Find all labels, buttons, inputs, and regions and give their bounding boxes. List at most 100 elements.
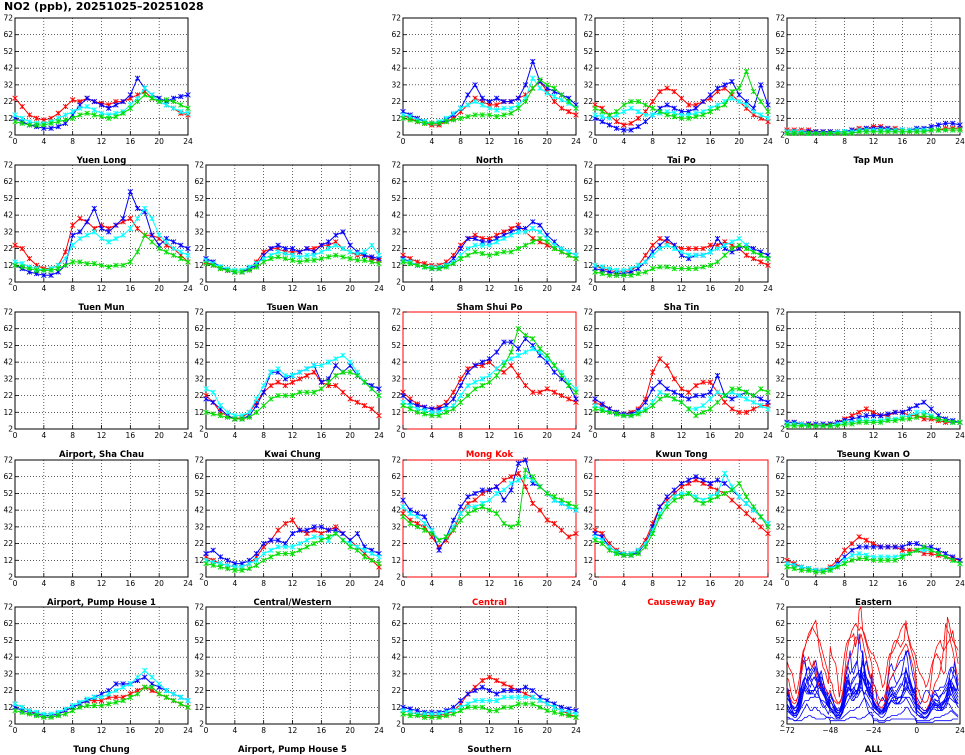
data-point	[436, 714, 442, 721]
x-tick-label: 16	[514, 579, 524, 588]
data-point	[376, 554, 382, 560]
data-point	[163, 97, 170, 103]
y-tick-label: 72	[194, 456, 204, 465]
data-point	[729, 396, 735, 402]
data-point	[693, 473, 699, 480]
y-tick-label: 42	[3, 358, 13, 367]
data-point	[414, 712, 421, 719]
data-point	[820, 422, 826, 429]
x-tick-label: 24	[571, 431, 581, 440]
station-chart: 0 4 8 12 16 20 24 2 12 22 32 42 52 62 72	[583, 14, 773, 147]
y-tick-label: 72	[391, 603, 401, 612]
data-point	[736, 235, 742, 242]
y-tick-label: 62	[583, 30, 593, 39]
data-point	[707, 242, 714, 248]
x-tick-label: 16	[514, 431, 524, 440]
y-tick-label: 2	[8, 278, 13, 287]
data-point	[19, 245, 25, 252]
data-point	[530, 239, 536, 245]
data-point	[354, 250, 361, 257]
x-tick-label: 0	[401, 137, 406, 146]
data-point	[863, 419, 870, 426]
data-point	[508, 98, 514, 105]
data-point	[421, 714, 428, 721]
data-point	[113, 102, 119, 108]
data-point	[62, 262, 69, 269]
data-point	[98, 225, 105, 232]
data-point	[340, 229, 346, 235]
data-point	[942, 554, 949, 560]
x-tick-label: 20	[154, 284, 164, 293]
data-point	[805, 130, 812, 137]
y-tick-label: 62	[391, 472, 401, 481]
x-tick-label: 8	[650, 579, 655, 588]
data-point	[354, 530, 361, 537]
data-point	[311, 252, 317, 258]
data-point	[421, 527, 428, 533]
data-point	[210, 262, 216, 269]
data-point	[275, 254, 281, 260]
data-point	[664, 264, 670, 270]
data-point	[217, 554, 224, 560]
data-point	[296, 389, 303, 395]
data-point	[91, 694, 98, 700]
data-point	[849, 547, 855, 553]
data-point	[134, 205, 141, 212]
data-point	[863, 412, 870, 419]
data-point	[700, 500, 706, 507]
data-point	[784, 130, 790, 137]
y-tick-label: 32	[3, 227, 13, 236]
data-point	[69, 97, 76, 103]
x-tick-label: 20	[154, 431, 164, 440]
data-point	[170, 98, 177, 105]
data-point	[899, 128, 906, 135]
series-day4	[592, 386, 771, 419]
data-point	[376, 560, 382, 567]
data-point	[921, 128, 927, 135]
station-title: Southern	[467, 745, 512, 755]
data-point	[592, 537, 598, 543]
data-point	[613, 108, 620, 115]
data-point	[260, 557, 267, 564]
data-point	[537, 697, 543, 704]
y-tick-label: 32	[391, 227, 401, 236]
data-point	[765, 406, 771, 412]
data-point	[649, 242, 656, 248]
data-point	[232, 567, 238, 574]
data-point	[530, 473, 536, 480]
data-point	[472, 379, 478, 385]
data-point	[275, 537, 281, 543]
data-point	[105, 264, 112, 270]
series-day4	[592, 242, 771, 279]
y-tick-label: 52	[583, 194, 593, 203]
data-point	[253, 557, 260, 564]
data-point	[479, 359, 486, 365]
x-tick-label: 4	[621, 284, 626, 293]
data-point	[928, 414, 934, 421]
data-point	[311, 540, 317, 547]
data-point	[515, 325, 522, 332]
data-point	[551, 389, 558, 395]
y-tick-label: 12	[194, 556, 204, 565]
x-tick-label: 20	[542, 137, 552, 146]
series-day2	[203, 362, 382, 422]
data-point	[635, 98, 641, 105]
x-tick-label: 4	[621, 579, 626, 588]
data-point	[275, 527, 281, 533]
y-tick-label: 42	[775, 358, 785, 367]
data-point	[91, 205, 98, 212]
data-point	[885, 411, 891, 417]
x-tick-label: 0	[401, 579, 406, 588]
station-chart: 0 4 8 12 16 20 24 2 12 22 32 42 52 62 72	[391, 161, 581, 294]
y-tick-label: 2	[199, 425, 204, 434]
data-point	[537, 507, 543, 513]
data-point	[457, 105, 464, 111]
series-day3	[592, 235, 771, 274]
data-point	[493, 484, 500, 490]
data-point	[340, 254, 346, 260]
data-point	[224, 409, 231, 416]
data-point	[765, 262, 771, 269]
data-point	[369, 254, 375, 260]
data-point	[429, 530, 435, 537]
station-series-mong-kok	[786, 623, 959, 711]
